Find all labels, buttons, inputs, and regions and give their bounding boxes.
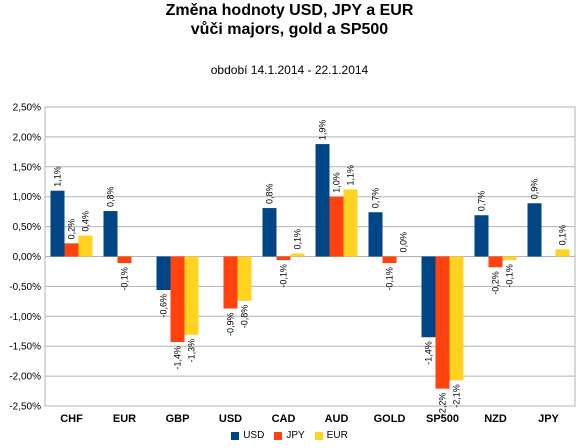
y-tick-label: 1,50%	[13, 162, 41, 173]
bar	[170, 256, 185, 343]
legend-swatch	[231, 431, 240, 440]
legend-label: JPY	[286, 430, 305, 441]
data-label: 1,1%	[53, 166, 63, 187]
x-tick-label: AUD	[325, 413, 349, 425]
x-tick-label: CAD	[272, 413, 296, 425]
data-label: -2,2%	[438, 393, 448, 417]
y-tick-label: 2,00%	[13, 132, 41, 143]
y-tick-label: -2,00%	[9, 372, 41, 383]
data-label: -0,6%	[159, 294, 169, 318]
chart-title-line2: vůči majors, gold a SP500	[190, 21, 389, 38]
legend-item: EUR	[314, 430, 348, 441]
data-label: 1,9%	[318, 120, 328, 141]
y-tick-label: -0,50%	[9, 282, 41, 293]
bar	[103, 211, 118, 257]
bar	[368, 212, 383, 257]
data-label: -0,1%	[385, 267, 395, 291]
y-tick-label: -2,50%	[9, 402, 41, 413]
bar	[329, 196, 344, 257]
bar	[290, 253, 305, 257]
legend-swatch	[274, 431, 283, 440]
y-tick-label: -1,00%	[9, 312, 41, 323]
plot-area	[44, 106, 576, 407]
data-label: 0,1%	[293, 229, 303, 250]
data-label: -2,1%	[452, 384, 462, 408]
bar	[117, 256, 132, 264]
chart-title-line1: Změna hodnoty USD, JPY a EUR	[165, 2, 414, 19]
x-tick-label: JPY	[538, 413, 559, 425]
data-label: 0,7%	[371, 188, 381, 209]
data-label: -1,4%	[424, 341, 434, 365]
data-label: 0,4%	[81, 211, 91, 232]
data-label: -0,1%	[505, 264, 515, 288]
data-label: 0,7%	[477, 191, 487, 212]
legend-swatch	[314, 431, 323, 440]
data-label: 0,2%	[67, 219, 77, 240]
legend-label: EUR	[326, 430, 348, 441]
legend-item: JPY	[274, 430, 305, 441]
bar	[78, 235, 93, 257]
bar	[156, 256, 171, 290]
bar	[223, 256, 238, 309]
data-label: 0,8%	[106, 187, 116, 208]
data-label: 0,9%	[530, 179, 540, 200]
bar	[64, 243, 79, 257]
legend-label: USD	[243, 430, 265, 441]
bar	[276, 256, 291, 261]
bar	[474, 215, 489, 257]
bar	[382, 256, 397, 264]
chart-legend: USD JPY EUR	[0, 430, 579, 441]
y-tick-label: -1,50%	[9, 342, 41, 353]
bar	[50, 190, 65, 257]
x-tick-label: GBP	[166, 413, 190, 425]
chart-subtitle: období 14.1.2014 - 22.1.2014	[210, 63, 369, 77]
y-tick-label: 0,00%	[13, 252, 41, 263]
bar	[555, 249, 570, 257]
data-label: 0,1%	[558, 225, 568, 246]
bar	[421, 256, 436, 338]
data-label: -0,1%	[120, 267, 130, 291]
x-tick-label: CHF	[60, 413, 83, 425]
bar	[488, 256, 503, 268]
data-label: -1,3%	[187, 339, 197, 363]
bar	[237, 256, 252, 301]
x-tick-label: USD	[219, 413, 242, 425]
bar	[435, 256, 450, 389]
data-label: -0,8%	[240, 305, 250, 329]
bar	[527, 203, 542, 257]
bar	[449, 256, 464, 381]
y-tick-label: 1,00%	[13, 192, 41, 203]
data-label: 1,1%	[346, 165, 356, 186]
y-tick-label: 2,50%	[13, 103, 41, 114]
data-label: -0,9%	[226, 313, 236, 337]
x-tick-label: EUR	[113, 413, 136, 425]
bar	[184, 256, 199, 335]
x-tick-label: NZD	[484, 413, 507, 425]
data-label: 1,0%	[332, 172, 342, 193]
y-tick-label: 0,50%	[13, 222, 41, 233]
bar	[315, 144, 330, 257]
data-label: -0,1%	[279, 264, 289, 288]
x-tick-label: SP500	[426, 413, 459, 425]
data-label: 0,0%	[399, 232, 409, 253]
x-tick-label: GOLD	[374, 413, 406, 425]
bar	[343, 189, 358, 257]
data-label: -0,2%	[491, 271, 501, 295]
bar	[262, 208, 277, 257]
legend-item: USD	[231, 430, 264, 441]
bar	[502, 256, 517, 261]
data-label: -1,4%	[173, 346, 183, 370]
data-label: 0,8%	[265, 184, 275, 205]
